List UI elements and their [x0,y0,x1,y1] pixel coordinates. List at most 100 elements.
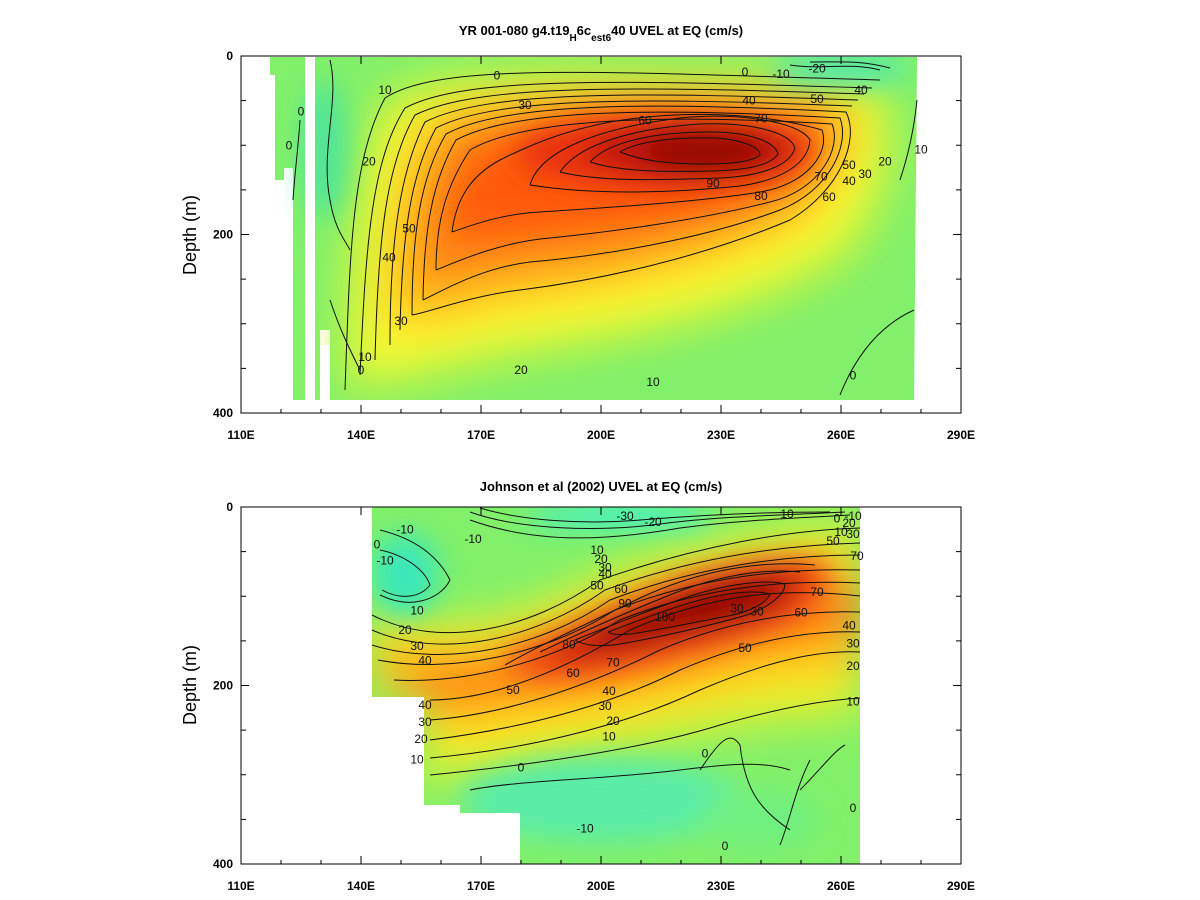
contour-label: 60 [614,582,628,596]
x-tick-label: 110E [227,428,254,442]
contour-label: 70 [850,549,864,563]
contour-label: 70 [814,169,828,183]
contour-label: 40 [842,174,856,188]
chart-title: YR 001-080 g4.t19H6cest640 UVEL at EQ (c… [459,23,743,44]
x-tick-label: 170E [467,879,495,893]
contour-label: 50 [506,683,520,697]
contour-label: -10 [464,532,482,546]
contour-label: 40 [742,94,756,108]
x-tick-label: 110E [227,879,254,893]
color-field: -30 -20-10 0 -101020305070-10-100-101020304… [241,507,961,864]
contour-label: -20 [808,61,826,75]
contour-label: 10 [646,375,660,389]
contour-label: 50 [590,579,604,593]
contour-label: 0 [286,138,293,152]
contour-label: -10 [376,554,394,568]
x-tick-label: 260E [827,879,855,893]
contour-label: -10 [776,507,794,521]
contour-label: -10 [772,67,790,81]
contour-label: 20 [414,732,428,746]
x-tick-label: 230E [707,879,735,893]
contour-label: 10 [846,695,860,709]
contour-label: 10 [590,543,604,557]
contour-label: 40 [418,698,432,712]
x-tick-label: 200E [587,428,615,442]
x-tick-label: 170E [467,428,495,442]
y-tick-label: 0 [226,500,233,514]
contour-label: 90 [618,596,632,610]
x-tick-label: 140E [347,879,375,893]
contour-label: 50 [826,534,840,548]
contour-label: 30 [410,639,424,653]
contour-label: -20 [644,515,662,529]
contour-label: 0 [702,746,709,760]
contour-label: 20 [846,659,860,673]
contour-label: 20 [398,623,412,637]
contour-label: 20 [362,154,376,168]
contour-label: 0 [374,537,381,551]
contour-label: 40 [842,619,856,633]
contour-label: 0 [850,369,857,383]
contour-label: 40 [602,684,616,698]
contour-label: 0 [298,104,305,118]
x-tick-label: 290E [947,879,975,893]
contour-label: 50 [842,158,856,172]
contour-label: 50 [810,92,824,106]
contour-label: 10 [914,143,928,157]
y-tick-label: 0 [226,49,233,63]
contour-label: -10 [396,522,414,536]
contour-label: 30 [730,602,744,616]
contour-label: 0 [518,761,525,775]
contour-label: -10 [576,821,594,835]
y-tick-label: 400 [213,406,233,420]
contour-label: 40 [418,654,432,668]
contour-label: 20 [514,363,528,377]
contour-label: 30 [846,527,860,541]
contour-label: 10 [358,350,372,364]
contour-label: 10 [410,604,424,618]
contour-label: 60 [794,605,808,619]
contour-label: 50 [738,641,752,655]
contour-label: 70 [754,111,768,125]
contour-label: 20 [842,516,856,530]
contour-label: 20 [594,552,608,566]
contour-label: 20 [606,714,620,728]
x-tick-label: 290E [947,428,975,442]
contour-label: 30 [518,98,532,112]
contour-label: 10 [378,83,392,97]
panel-model: YR 001-080 g4.t19H6cest640 UVEL at EQ (c… [180,23,975,442]
contour-label: 30 [846,637,860,651]
contour-label: -10 [844,509,862,523]
contour-label: 60 [566,666,580,680]
contour-label: 100 [655,610,675,624]
contour-label: 0 [358,363,365,377]
contour-label: 30 [598,561,612,575]
contour-label: 10 [834,525,848,539]
contour-label: 0 [494,69,501,83]
x-tick-label: 230E [707,428,735,442]
y-tick-label: 200 [213,228,233,242]
contour-label: 40 [598,567,612,581]
y-axis-label: Depth (m) [180,645,200,725]
contour-label: 40 [854,83,868,97]
contour-label: 30 [394,314,408,328]
contour-label: 60 [822,190,836,204]
contour-labels: -30 -20-10 0 -101020305070-10-100-101020304… [374,507,864,853]
contour-label: 50 [402,221,416,235]
contour-label: 0 [722,839,729,853]
chart-title: Johnson et al (2002) UVEL at EQ (cm/s) [480,479,723,494]
contour-label: 10 [602,729,616,743]
contour-label: 0 [850,801,857,815]
x-tick-label: 200E [587,879,615,893]
contour-label: 40 [382,251,396,265]
contour-label: 30 [750,604,764,618]
contour-label: 30 [598,699,612,713]
x-tick-label: 140E [347,428,375,442]
contour-label: 30 [858,167,872,181]
y-tick-label: 200 [213,679,233,693]
contour-label: 70 [606,655,620,669]
